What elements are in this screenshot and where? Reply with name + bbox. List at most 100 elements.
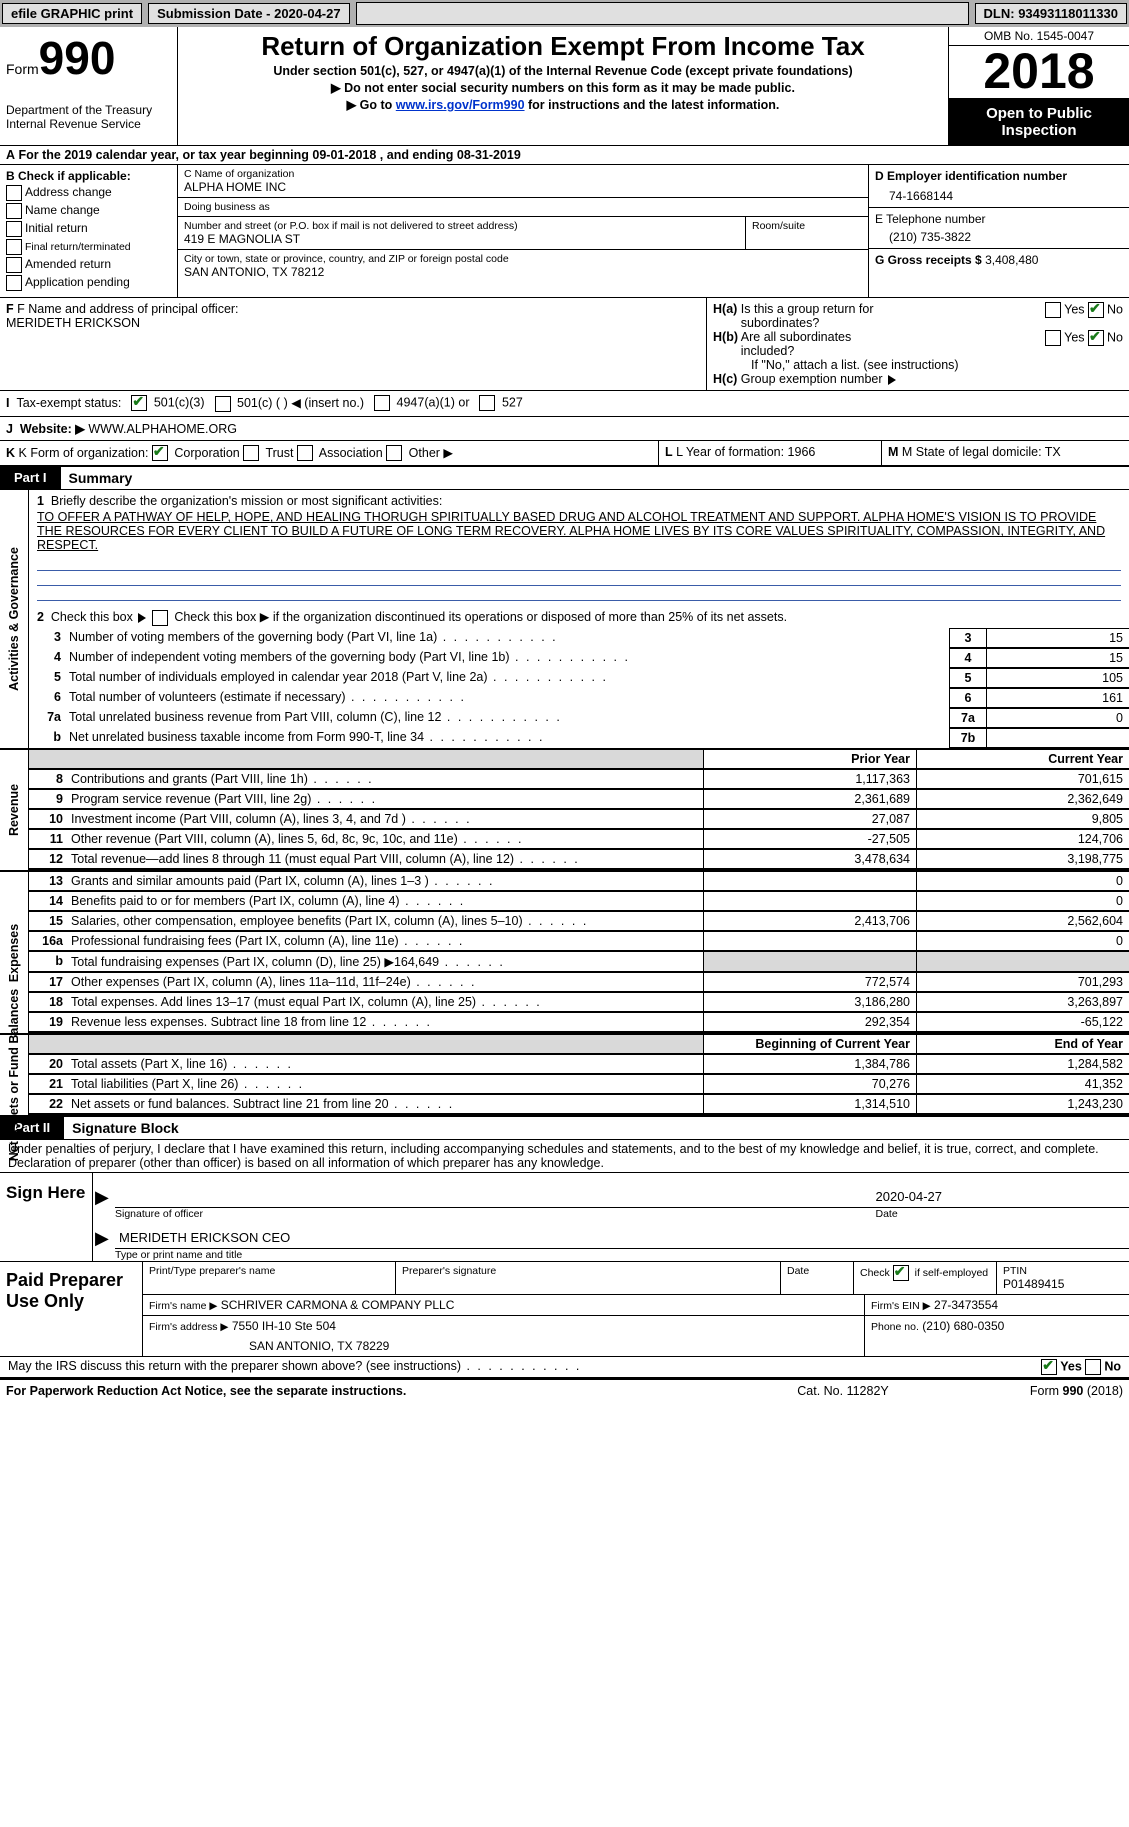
street-label: Number and street (or P.O. box if mail i…	[184, 220, 739, 232]
firm-name: Firm's name ▶ SCHRIVER CARMONA & COMPANY…	[143, 1295, 865, 1315]
table-row: 12 Total revenue—add lines 8 through 11 …	[29, 850, 1129, 870]
table-row: 22 Net assets or fund balances. Subtract…	[29, 1095, 1129, 1115]
check-501c[interactable]: 501(c) ( ) ◀ (insert no.)	[215, 395, 365, 412]
discuss-no[interactable]	[1085, 1359, 1101, 1375]
table-row: 11 Other revenue (Part VIII, column (A),…	[29, 830, 1129, 850]
sig-caret-icon: ▶	[93, 1187, 115, 1208]
subtitle-3: ▶ Go to www.irs.gov/Form990 for instruct…	[184, 97, 942, 112]
ptin: PTIN P01489415	[997, 1262, 1129, 1294]
sign-here-label: Sign Here	[0, 1173, 92, 1261]
sig-officer-sublabel: Signature of officer	[115, 1208, 876, 1220]
table-row: 20 Total assets (Part X, line 16) 1,384,…	[29, 1055, 1129, 1075]
revenue-block: Revenue Prior Year Current Year 8 Contri…	[0, 750, 1129, 872]
firm-address: Firm's address ▶ 7550 IH-10 Ste 504 SAN …	[143, 1316, 865, 1356]
instructions-link[interactable]: www.irs.gov/Form990	[396, 98, 525, 112]
tel-label: E Telephone number	[875, 212, 1123, 226]
signature-block: Under penalties of perjury, I declare th…	[0, 1140, 1129, 1379]
gov-row: 7a Total unrelated business revenue from…	[29, 708, 1129, 728]
mission-block: 1 Briefly describe the organization's mi…	[29, 490, 1129, 603]
box-c: C Name of organization ALPHA HOME INC Do…	[178, 165, 868, 297]
ein-value: 74-1668144	[889, 189, 1123, 203]
submission-date: Submission Date - 2020-04-27	[148, 3, 350, 24]
ein-label: D Employer identification number	[875, 169, 1123, 183]
check-other[interactable]: Other ▶	[386, 446, 453, 460]
part2-title: Signature Block	[64, 1117, 187, 1139]
name-title-sublabel: Type or print name and title	[115, 1249, 242, 1261]
h-note: If "No," attach a list. (see instruction…	[751, 358, 1123, 372]
h-c: H(c) Group exemption number	[713, 372, 1123, 386]
org-name-label: C Name of organization	[184, 168, 862, 180]
check-4947[interactable]: 4947(a)(1) or	[374, 395, 469, 411]
hb-yes[interactable]	[1045, 330, 1061, 346]
ha-no[interactable]	[1088, 302, 1104, 318]
header-left: Form990 Department of the Treasury Inter…	[0, 27, 178, 145]
gross-value: 3,408,480	[985, 253, 1038, 267]
check-527[interactable]: 527	[479, 395, 522, 411]
check-self-employed[interactable]	[893, 1265, 909, 1281]
side-rev: Revenue	[0, 750, 29, 870]
sig-date: 2020-04-27	[872, 1187, 1129, 1208]
tel-value: (210) 735-3822	[889, 230, 1123, 244]
part2-header: Part II Signature Block	[0, 1117, 1129, 1140]
firm-ein: Firm's EIN ▶ 27-3473554	[865, 1295, 1129, 1315]
check-final-return[interactable]: Final return/terminated	[6, 239, 171, 255]
org-name: ALPHA HOME INC	[184, 180, 862, 194]
check-assoc[interactable]: Association	[297, 446, 383, 460]
paid-preparer-block: Paid Preparer Use Only Print/Type prepar…	[0, 1261, 1129, 1356]
gov-row: b Net unrelated business taxable income …	[29, 728, 1129, 748]
sub3-pre: ▶ Go to	[347, 98, 396, 112]
check-discontinued[interactable]	[152, 610, 168, 626]
sig-caret-icon-2: ▶	[93, 1228, 115, 1249]
check-application-pending[interactable]: Application pending	[6, 275, 171, 291]
check-501c3[interactable]: 501(c)(3)	[131, 395, 204, 411]
perjury-declaration: Under penalties of perjury, I declare th…	[0, 1140, 1129, 1172]
check-name-change[interactable]: Name change	[6, 203, 171, 219]
discuss-yes[interactable]	[1041, 1359, 1057, 1375]
efile-print-button[interactable]: efile GRAPHIC print	[2, 3, 142, 24]
table-row: 10 Investment income (Part VIII, column …	[29, 810, 1129, 830]
irs-label: Internal Revenue Service	[6, 117, 171, 131]
h-a-row: H(a) Is this a group return for subordin…	[713, 302, 1123, 330]
top-bar: efile GRAPHIC print Submission Date - 20…	[0, 0, 1129, 27]
header-right: OMB No. 1545-0047 2018 Open to Public In…	[948, 27, 1129, 145]
gross-label: G Gross receipts $	[875, 253, 982, 267]
discuss-row: May the IRS discuss this return with the…	[0, 1356, 1129, 1377]
ha-yes[interactable]	[1045, 302, 1061, 318]
line-j: J Website: ▶ WWW.ALPHAHOME.ORG	[0, 417, 1129, 441]
mission-text: TO OFFER A PATHWAY OF HELP, HOPE, AND HE…	[37, 510, 1121, 552]
sub3-post: for instructions and the latest informat…	[525, 98, 780, 112]
activities-governance: Activities & Governance 1 Briefly descri…	[0, 490, 1129, 750]
table-row: 13 Grants and similar amounts paid (Part…	[29, 872, 1129, 892]
prep-sig: Preparer's signature	[396, 1262, 781, 1294]
check-amended-return[interactable]: Amended return	[6, 257, 171, 273]
form-footer: Form 990 (2018)	[943, 1384, 1123, 1398]
check-corp[interactable]: Corporation	[152, 446, 240, 460]
gov-row: 3 Number of voting members of the govern…	[29, 628, 1129, 648]
period-text: For the 2019 calendar year, or tax year …	[19, 148, 521, 162]
rev-header: Prior Year Current Year	[29, 750, 1129, 770]
city-value: SAN ANTONIO, TX 78212	[184, 265, 862, 279]
table-row: 8 Contributions and grants (Part VIII, l…	[29, 770, 1129, 790]
website-label: Website: ▶	[20, 422, 85, 436]
table-row: 21 Total liabilities (Part X, line 26) 7…	[29, 1075, 1129, 1095]
part1-header: Part I Summary	[0, 467, 1129, 490]
dba-label: Doing business as	[184, 201, 862, 213]
part1-tab: Part I	[0, 467, 61, 489]
street-value: 419 E MAGNOLIA ST	[184, 232, 739, 246]
officer-label: F F Name and address of principal office…	[6, 302, 700, 316]
check-initial-return[interactable]: Initial return	[6, 221, 171, 237]
form-header: Form990 Department of the Treasury Inter…	[0, 27, 1129, 146]
section-fh: F F Name and address of principal office…	[0, 298, 1129, 391]
firm-phone: Phone no. (210) 680-0350	[865, 1316, 1129, 1356]
side-na: Net Assets or Fund Balances	[0, 1035, 29, 1115]
hb-no[interactable]	[1088, 330, 1104, 346]
officer-signature[interactable]	[115, 1187, 872, 1208]
dept-treasury: Department of the Treasury	[6, 103, 171, 117]
gov-row: 6 Total number of volunteers (estimate i…	[29, 688, 1129, 708]
box-b-label: B Check if applicable:	[6, 169, 171, 183]
check-trust[interactable]: Trust	[243, 446, 293, 460]
na-header: Beginning of Current Year End of Year	[29, 1035, 1129, 1055]
form-number: 990	[39, 32, 116, 84]
box-h: H(a) Is this a group return for subordin…	[706, 298, 1129, 390]
check-address-change[interactable]: Address change	[6, 185, 171, 201]
